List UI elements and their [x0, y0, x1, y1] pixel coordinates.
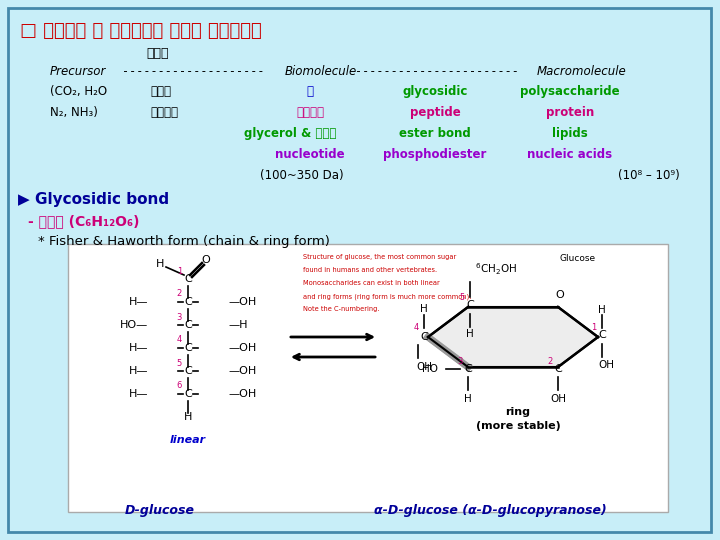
Text: glycosidic: glycosidic — [402, 85, 468, 98]
Text: H—: H— — [128, 297, 148, 307]
Text: H—: H— — [128, 343, 148, 353]
Text: (more stable): (more stable) — [476, 421, 560, 431]
Text: OH: OH — [550, 394, 566, 404]
Text: 5: 5 — [176, 359, 181, 368]
Text: polysaccharide: polysaccharide — [520, 85, 620, 98]
Text: 3: 3 — [176, 313, 181, 321]
Text: □ 생체물질 및 결합체들이 어떻게 합성되는가: □ 생체물질 및 결합체들이 어떻게 합성되는가 — [20, 22, 262, 40]
Text: C: C — [184, 343, 192, 353]
Text: (CO₂, H₂O: (CO₂, H₂O — [50, 85, 107, 98]
Text: O: O — [202, 255, 210, 265]
Text: C: C — [466, 300, 474, 310]
Text: Glucose: Glucose — [560, 254, 596, 263]
Text: 1: 1 — [591, 322, 597, 332]
Text: - 포도당 (C₆H₁₂O₆): - 포도당 (C₆H₁₂O₆) — [28, 214, 140, 228]
Text: lipids: lipids — [552, 127, 588, 140]
Text: —OH: —OH — [228, 366, 256, 376]
Text: nucleotide: nucleotide — [275, 148, 345, 161]
Text: 5: 5 — [459, 293, 464, 301]
Text: OH: OH — [598, 360, 614, 370]
Text: —OH: —OH — [228, 297, 256, 307]
Text: glycerol & 지방산: glycerol & 지방산 — [244, 127, 336, 140]
Text: Note the C-numbering.: Note the C-numbering. — [303, 306, 379, 312]
Text: H: H — [420, 304, 428, 314]
Text: Biomolecule: Biomolecule — [285, 65, 357, 78]
Text: α-D-glucose (α-D-glucopyranose): α-D-glucose (α-D-glucopyranose) — [374, 504, 606, 517]
Text: found in humans and other vertebrates.: found in humans and other vertebrates. — [303, 267, 437, 273]
Text: —H: —H — [228, 320, 248, 330]
Text: Precursor: Precursor — [50, 65, 107, 78]
Text: ester bond: ester bond — [399, 127, 471, 140]
Text: H: H — [598, 305, 606, 315]
Text: C: C — [464, 364, 472, 374]
Text: N₂, NH₃): N₂, NH₃) — [50, 106, 98, 119]
Text: nucleic acids: nucleic acids — [528, 148, 613, 161]
Text: 여러반응: 여러반응 — [150, 106, 178, 119]
Text: phosphodiester: phosphodiester — [383, 148, 487, 161]
Text: Macromolecule: Macromolecule — [537, 65, 626, 78]
Text: 6: 6 — [176, 381, 181, 390]
Text: O: O — [556, 290, 564, 300]
Text: Monosaccharides can exist in both linear: Monosaccharides can exist in both linear — [303, 280, 440, 286]
Text: —OH: —OH — [228, 343, 256, 353]
Text: H—: H— — [128, 389, 148, 399]
Text: * Fisher & Haworth form (chain & ring form): * Fisher & Haworth form (chain & ring fo… — [38, 235, 330, 248]
Text: ring: ring — [505, 407, 531, 417]
Text: linear: linear — [170, 435, 206, 445]
Text: 4: 4 — [176, 335, 181, 345]
Text: HO—: HO— — [120, 320, 148, 330]
Text: 아미노산: 아미노산 — [296, 106, 324, 119]
Text: C: C — [598, 330, 606, 340]
Text: C: C — [554, 364, 562, 374]
Text: peptide: peptide — [410, 106, 460, 119]
Text: 당: 당 — [307, 85, 313, 98]
Text: C: C — [184, 366, 192, 376]
Text: H: H — [156, 259, 164, 269]
Text: H—: H— — [128, 366, 148, 376]
Text: Structure of glucose, the most common sugar: Structure of glucose, the most common su… — [303, 254, 456, 260]
Bar — [68, 244, 668, 512]
Text: --------------------: -------------------- — [122, 65, 264, 78]
Polygon shape — [428, 307, 598, 367]
Text: H: H — [184, 412, 192, 422]
Text: -----------------------: ----------------------- — [355, 65, 519, 78]
Text: and ring forms (ring form is much more common).: and ring forms (ring form is much more c… — [303, 293, 472, 300]
Text: 무기물: 무기물 — [147, 47, 169, 60]
Text: C: C — [184, 389, 192, 399]
Text: C: C — [184, 297, 192, 307]
Text: C: C — [184, 274, 192, 284]
Text: C: C — [184, 320, 192, 330]
Text: ▶ Glycosidic bond: ▶ Glycosidic bond — [18, 192, 169, 207]
Text: OH: OH — [416, 362, 432, 372]
Text: (100~350 Da): (100~350 Da) — [260, 169, 344, 182]
Text: 3: 3 — [457, 356, 463, 366]
Text: protein: protein — [546, 106, 594, 119]
Text: HO: HO — [422, 364, 438, 374]
Text: D-glucose: D-glucose — [125, 504, 195, 517]
Text: 2: 2 — [176, 289, 181, 299]
Text: $^6$CH$_2$OH: $^6$CH$_2$OH — [475, 261, 517, 277]
Text: 유기물: 유기물 — [150, 85, 171, 98]
Text: H: H — [464, 394, 472, 404]
Text: 4: 4 — [413, 322, 418, 332]
Text: 1: 1 — [177, 267, 183, 275]
Text: H: H — [466, 329, 474, 339]
Text: (10⁸ – 10⁹): (10⁸ – 10⁹) — [618, 169, 680, 182]
Text: —OH: —OH — [228, 389, 256, 399]
Text: 2: 2 — [547, 356, 553, 366]
Text: C: C — [420, 332, 428, 342]
